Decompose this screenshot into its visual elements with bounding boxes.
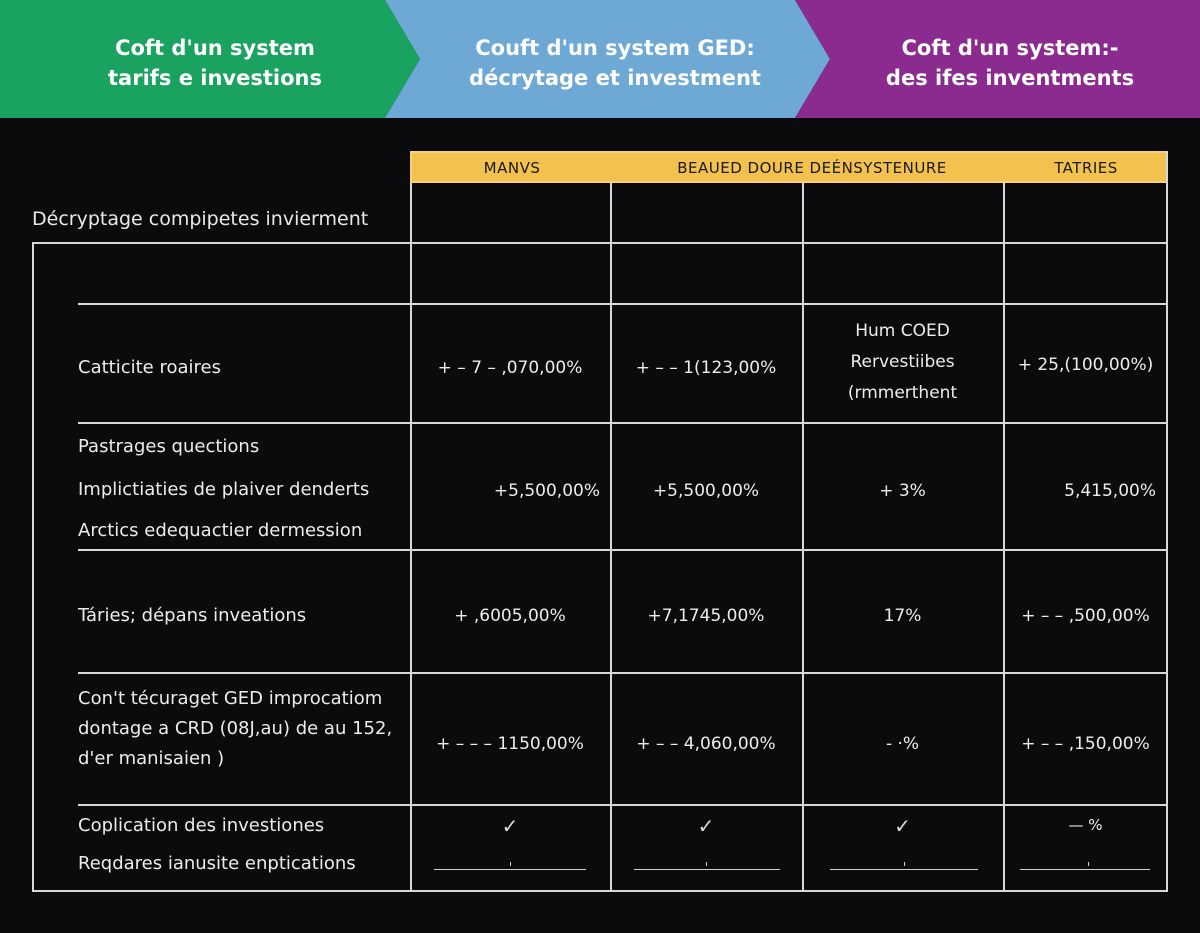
- row-5-label-2: Reqdares ianusite enptications: [78, 853, 356, 874]
- row-1-label: Catticite roaires: [78, 357, 221, 378]
- grid-vline-1: [410, 183, 412, 892]
- row-1-cell-4: + 25,(100,00%): [1017, 355, 1154, 375]
- header-banner: Coft d'un system tarifs e investions Cou…: [0, 0, 1200, 118]
- row-4-label-2: dontage a CRD (08J,au) de au 152,: [78, 718, 393, 739]
- grid-hline-bottom: [410, 890, 1168, 892]
- row-2-label-1: Pastrages quections: [78, 436, 260, 457]
- banner-panel-3-shape: [795, 0, 1200, 118]
- row-4-label-3: d'er manisaien ): [78, 748, 225, 769]
- row-1-cell-2: + – – 1(123,00%: [635, 358, 777, 378]
- grid-hline-5: [78, 672, 1168, 674]
- row-1-cell-3-line3: (rmmerthent: [847, 383, 958, 403]
- row-2-cell-1: +5,500,00%: [493, 481, 600, 501]
- row-2-cell-2: +5,500,00%: [652, 481, 760, 501]
- grid-vline-3: [802, 183, 804, 892]
- banner-panel-1-shape: [0, 0, 420, 118]
- column-header-3: TATRIES: [1054, 159, 1118, 177]
- table-header-row: MANVS BEAUED DOURE DEÉNSYSTENURE TATRIES: [410, 151, 1168, 183]
- row-5-underline-2: [634, 869, 780, 870]
- table-caption: Décryptage compipetes invierment: [32, 208, 369, 230]
- banner-title-3: Coft d'un system:- des ifes inventments: [860, 32, 1160, 94]
- grid-hline-1: [410, 242, 1168, 244]
- column-header-1: MANVS: [483, 159, 541, 177]
- row-5-underline-3: [830, 869, 978, 870]
- row-5-check-3: ✓: [894, 814, 911, 838]
- row-4-cell-4: + – – ,150,00%: [1021, 734, 1150, 754]
- row-2-cell-3: + 3%: [879, 481, 926, 501]
- banner-title-2: Couft d'un system GED: décrytage et inve…: [450, 32, 780, 94]
- row-4-cell-2: + – – 4,060,00%: [636, 734, 776, 754]
- row-5-underline-tick-1: [510, 862, 511, 866]
- row-3-cell-1: + ,6005,00%: [454, 606, 566, 626]
- banner-title-1-line2: tarifs e investions: [108, 66, 322, 90]
- column-header-2: BEAUED DOURE DEÉNSYSTENURE: [677, 159, 947, 177]
- row-1-cell-3: Hum COED Rervestiibes (rmmerthent: [804, 316, 1001, 409]
- banner-title-1-line1: Coft d'un system: [115, 36, 315, 60]
- grid-vline-2: [610, 183, 612, 892]
- row-5-underline-tick-4: [1088, 862, 1089, 866]
- row-1-cell-3-line1: Hum COED: [855, 321, 950, 341]
- grid-hline-2: [78, 303, 1168, 305]
- row-5-check-1: ✓: [501, 814, 519, 838]
- row-1-cell-3-line2: Rervestiibes: [850, 352, 955, 372]
- table-label-frame: [32, 242, 410, 892]
- row-3-label: Táries; dépans inveations: [78, 605, 307, 626]
- row-5-check-2: ✓: [697, 814, 715, 838]
- row-2-label-2: Implictiaties de plaiver denderts: [78, 479, 370, 500]
- banner-panel-2-shape: [385, 0, 830, 118]
- banner-chevrons: [0, 0, 1200, 118]
- row-2-label-3: Arctics edequactier dermession: [78, 520, 363, 541]
- row-5-underline-1: [434, 869, 586, 870]
- row-3-cell-3: 17%: [883, 606, 922, 626]
- grid-vline-4: [1003, 183, 1005, 892]
- banner-title-3-line1: Coft d'un system:-: [901, 36, 1119, 60]
- grid-hline-3: [78, 422, 1168, 424]
- row-4-label-1: Con't técuraget GED improcatiom: [78, 688, 383, 709]
- row-5-label-1: Coplication des investiones: [78, 815, 325, 836]
- banner-title-3-line2: des ifes inventments: [885, 66, 1135, 90]
- banner-title-2-line2: décrytage et investment: [469, 66, 761, 90]
- row-4-cell-3: - ·%: [885, 734, 920, 754]
- row-3-cell-2: +7,1745,00%: [647, 606, 765, 626]
- grid-hline-6: [78, 804, 1168, 806]
- row-3-cell-4: + – – ,500,00%: [1021, 606, 1150, 626]
- row-5-underline-tick-3: [904, 862, 905, 866]
- grid-vline-5: [1166, 151, 1168, 892]
- row-5-underline-4: [1020, 869, 1150, 870]
- banner-title-1: Coft d'un system tarifs e investions: [60, 32, 370, 94]
- row-2-cell-4: 5,415,00%: [1064, 481, 1156, 501]
- row-5-underline-tick-2: [706, 862, 707, 866]
- grid-hline-4: [78, 549, 1168, 551]
- banner-title-2-line1: Couft d'un system GED:: [475, 36, 755, 60]
- row-4-cell-1: + – – – 1150,00%: [436, 734, 584, 754]
- row-1-cell-1: + – 7 – ,070,00%: [437, 358, 583, 378]
- row-5-cell-4: — %: [1068, 816, 1103, 834]
